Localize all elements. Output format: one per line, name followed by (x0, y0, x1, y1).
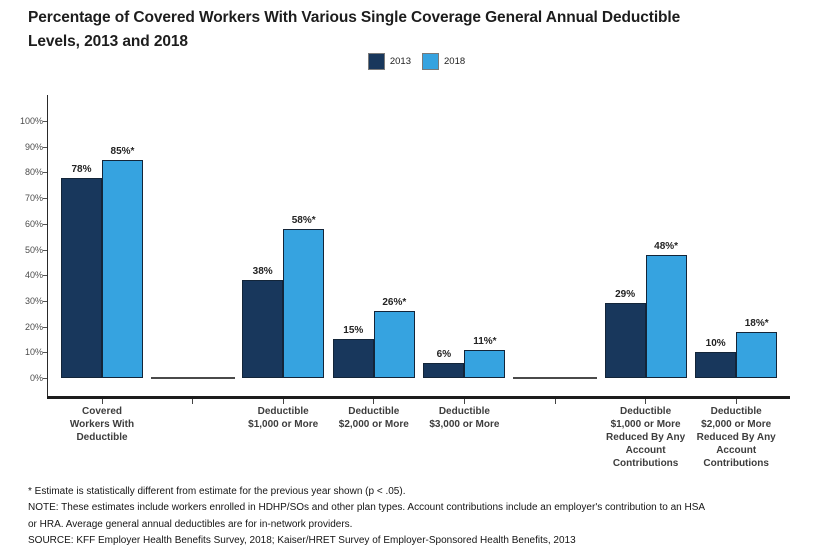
y-axis-tick-label: 40% (24, 270, 43, 281)
footnote-note-line2: or HRA. Average general annual deductibl… (28, 518, 353, 530)
y-axis-tick (43, 146, 47, 148)
x-axis-tick (735, 399, 737, 404)
x-axis-tick (282, 399, 284, 404)
y-axis-tick-label: 20% (24, 321, 43, 332)
chart-title: Percentage of Covered Workers With Vario… (28, 6, 680, 53)
y-axis-tick-label: 100% (19, 116, 43, 126)
bar-2018 (283, 228, 325, 378)
category-label: Covered Workers With Deductible (69, 406, 135, 443)
y-axis-tick-label: 90% (24, 141, 43, 152)
zero-baseline-segment (150, 377, 235, 379)
bar-value-label: 11%* (473, 335, 497, 347)
bar-2013 (695, 352, 737, 378)
x-axis-tick (463, 399, 465, 404)
bar-value-label: 26%* (382, 297, 407, 309)
bar-2013 (332, 339, 374, 378)
y-axis-tick (43, 121, 47, 122)
zero-baseline-segment (513, 377, 597, 379)
bar-2013 (604, 303, 646, 378)
y-axis-line (47, 95, 48, 396)
y-axis-tick (43, 275, 47, 277)
legend-swatch-2013 (367, 53, 385, 70)
x-axis-tick (101, 399, 103, 404)
bar-value-label: 85%* (110, 145, 135, 157)
y-axis-tick-label: 70% (24, 193, 43, 204)
bar-2018 (645, 254, 687, 378)
x-axis-tick (645, 399, 647, 404)
bar-2013 (242, 280, 284, 378)
legend-label-2013: 2013 (389, 56, 411, 67)
x-axis-tick (554, 399, 556, 404)
y-axis-tick (43, 300, 47, 302)
y-axis-tick (43, 172, 47, 174)
bar-2018 (736, 331, 778, 378)
x-axis-tick (373, 399, 375, 404)
category-label: Deductible $1,000 or More (248, 406, 319, 430)
legend: 2013 2018 (0, 53, 833, 70)
legend-item-2013: 2013 (367, 53, 411, 70)
y-axis-tick-label: 50% (24, 244, 43, 255)
y-axis-tick (43, 352, 47, 354)
bar-2013 (423, 362, 465, 378)
category-label: Deductible $1,000 or More Reduced By Any… (606, 406, 686, 469)
bar-value-label: 6% (436, 348, 452, 360)
y-axis-tick (43, 249, 47, 251)
footnote-significance: * Estimate is statistically different fr… (28, 486, 406, 497)
y-axis-tick (43, 198, 47, 200)
bar-2018 (102, 159, 143, 378)
footnotes: * Estimate is statistically different fr… (28, 484, 705, 550)
bar-value-label: 78% (71, 163, 92, 175)
bar-value-label: 48%* (654, 240, 679, 252)
bar-2018 (464, 349, 506, 378)
y-axis-tick (43, 326, 47, 328)
bar-value-label: 15% (343, 325, 364, 337)
y-axis-tick-label: 10% (24, 347, 43, 358)
category-label: Deductible $2,000 or More Reduced By Any… (696, 406, 776, 469)
bar-value-label: 29% (615, 289, 636, 301)
x-axis-tick (192, 399, 194, 404)
footnote-source: SOURCE: KFF Employer Health Benefits Sur… (28, 535, 576, 547)
bar-value-label: 18%* (744, 317, 769, 329)
y-axis-tick (43, 223, 47, 225)
bar-value-label: 38% (252, 266, 273, 278)
y-axis-tick-label: 60% (24, 218, 43, 229)
bar-value-label: 10% (705, 338, 726, 350)
x-axis-line (47, 396, 790, 399)
legend-swatch-2018 (422, 53, 439, 70)
bar-2013 (61, 177, 102, 378)
category-label: Deductible $3,000 or More (429, 406, 500, 430)
bar-2018 (373, 311, 415, 378)
y-axis-tick (43, 378, 47, 379)
chart-title-line2: Levels, 2013 and 2018 (28, 32, 188, 50)
chart-title-line1: Percentage of Covered Workers With Vario… (28, 9, 681, 26)
bar-value-label: 58%* (291, 214, 316, 226)
legend-label-2018: 2018 (444, 56, 466, 67)
y-axis-tick-label: 0% (29, 373, 43, 383)
y-axis-tick-label: 30% (24, 295, 43, 306)
category-label: Deductible $2,000 or More (338, 406, 409, 430)
legend-item-2018: 2018 (422, 53, 465, 70)
footnote-note-line1: NOTE: These estimates include workers en… (28, 502, 706, 514)
y-axis-tick-label: 80% (24, 167, 43, 178)
